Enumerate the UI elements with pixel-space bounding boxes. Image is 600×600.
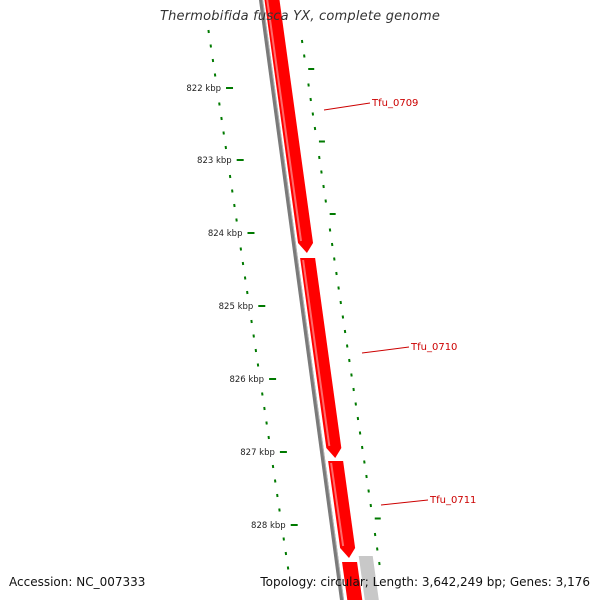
gene-label[interactable]: Tfu_0709: [371, 98, 418, 109]
gene-arrow-shade: [266, 0, 303, 242]
gene-label[interactable]: Tfu_0710: [410, 342, 457, 353]
tick-label: 823 kbp: [197, 156, 232, 166]
gene-arrow-other-strand[interactable]: [358, 556, 380, 600]
tick-label: 828 kbp: [251, 521, 286, 531]
gene-arrow-next[interactable]: [342, 562, 364, 600]
gene-arrow-shade: [330, 462, 345, 547]
tick-label-layer: 822 kbp 823 kbp 824 kbp 825 kbp 826 kbp 827 k…: [186, 84, 285, 531]
backbone-layer: [258, 0, 345, 600]
gene-leader-line: [323, 102, 371, 111]
outer-tick-ring: [300, 39, 381, 566]
backbone-highlight: [262, 0, 345, 600]
tick-label: 825 kbp: [219, 302, 254, 312]
gene-arrow-shade: [302, 259, 331, 447]
gene-label-layer: Tfu_0709 Tfu_0710 Tfu_0711: [323, 98, 476, 506]
accession-label: Accession: NC_007333: [9, 575, 146, 589]
gene-track: [264, 0, 380, 600]
tick-label: 826 kbp: [229, 375, 264, 385]
genome-backbone: [258, 0, 345, 600]
gene-label[interactable]: Tfu_0711: [429, 495, 476, 506]
gene-leader-line: [361, 346, 410, 354]
gene-leader-line: [380, 499, 429, 506]
map-title: Thermobifida fusca YX, complete genome: [159, 9, 441, 24]
tick-label: 822 kbp: [186, 84, 221, 94]
inner-tick-ring: [207, 29, 298, 570]
tick-label: 827 kbp: [240, 448, 275, 458]
tick-label: 824 kbp: [208, 229, 243, 239]
genome-summary: Topology: circular; Length: 3,642,249 bp…: [260, 575, 590, 589]
